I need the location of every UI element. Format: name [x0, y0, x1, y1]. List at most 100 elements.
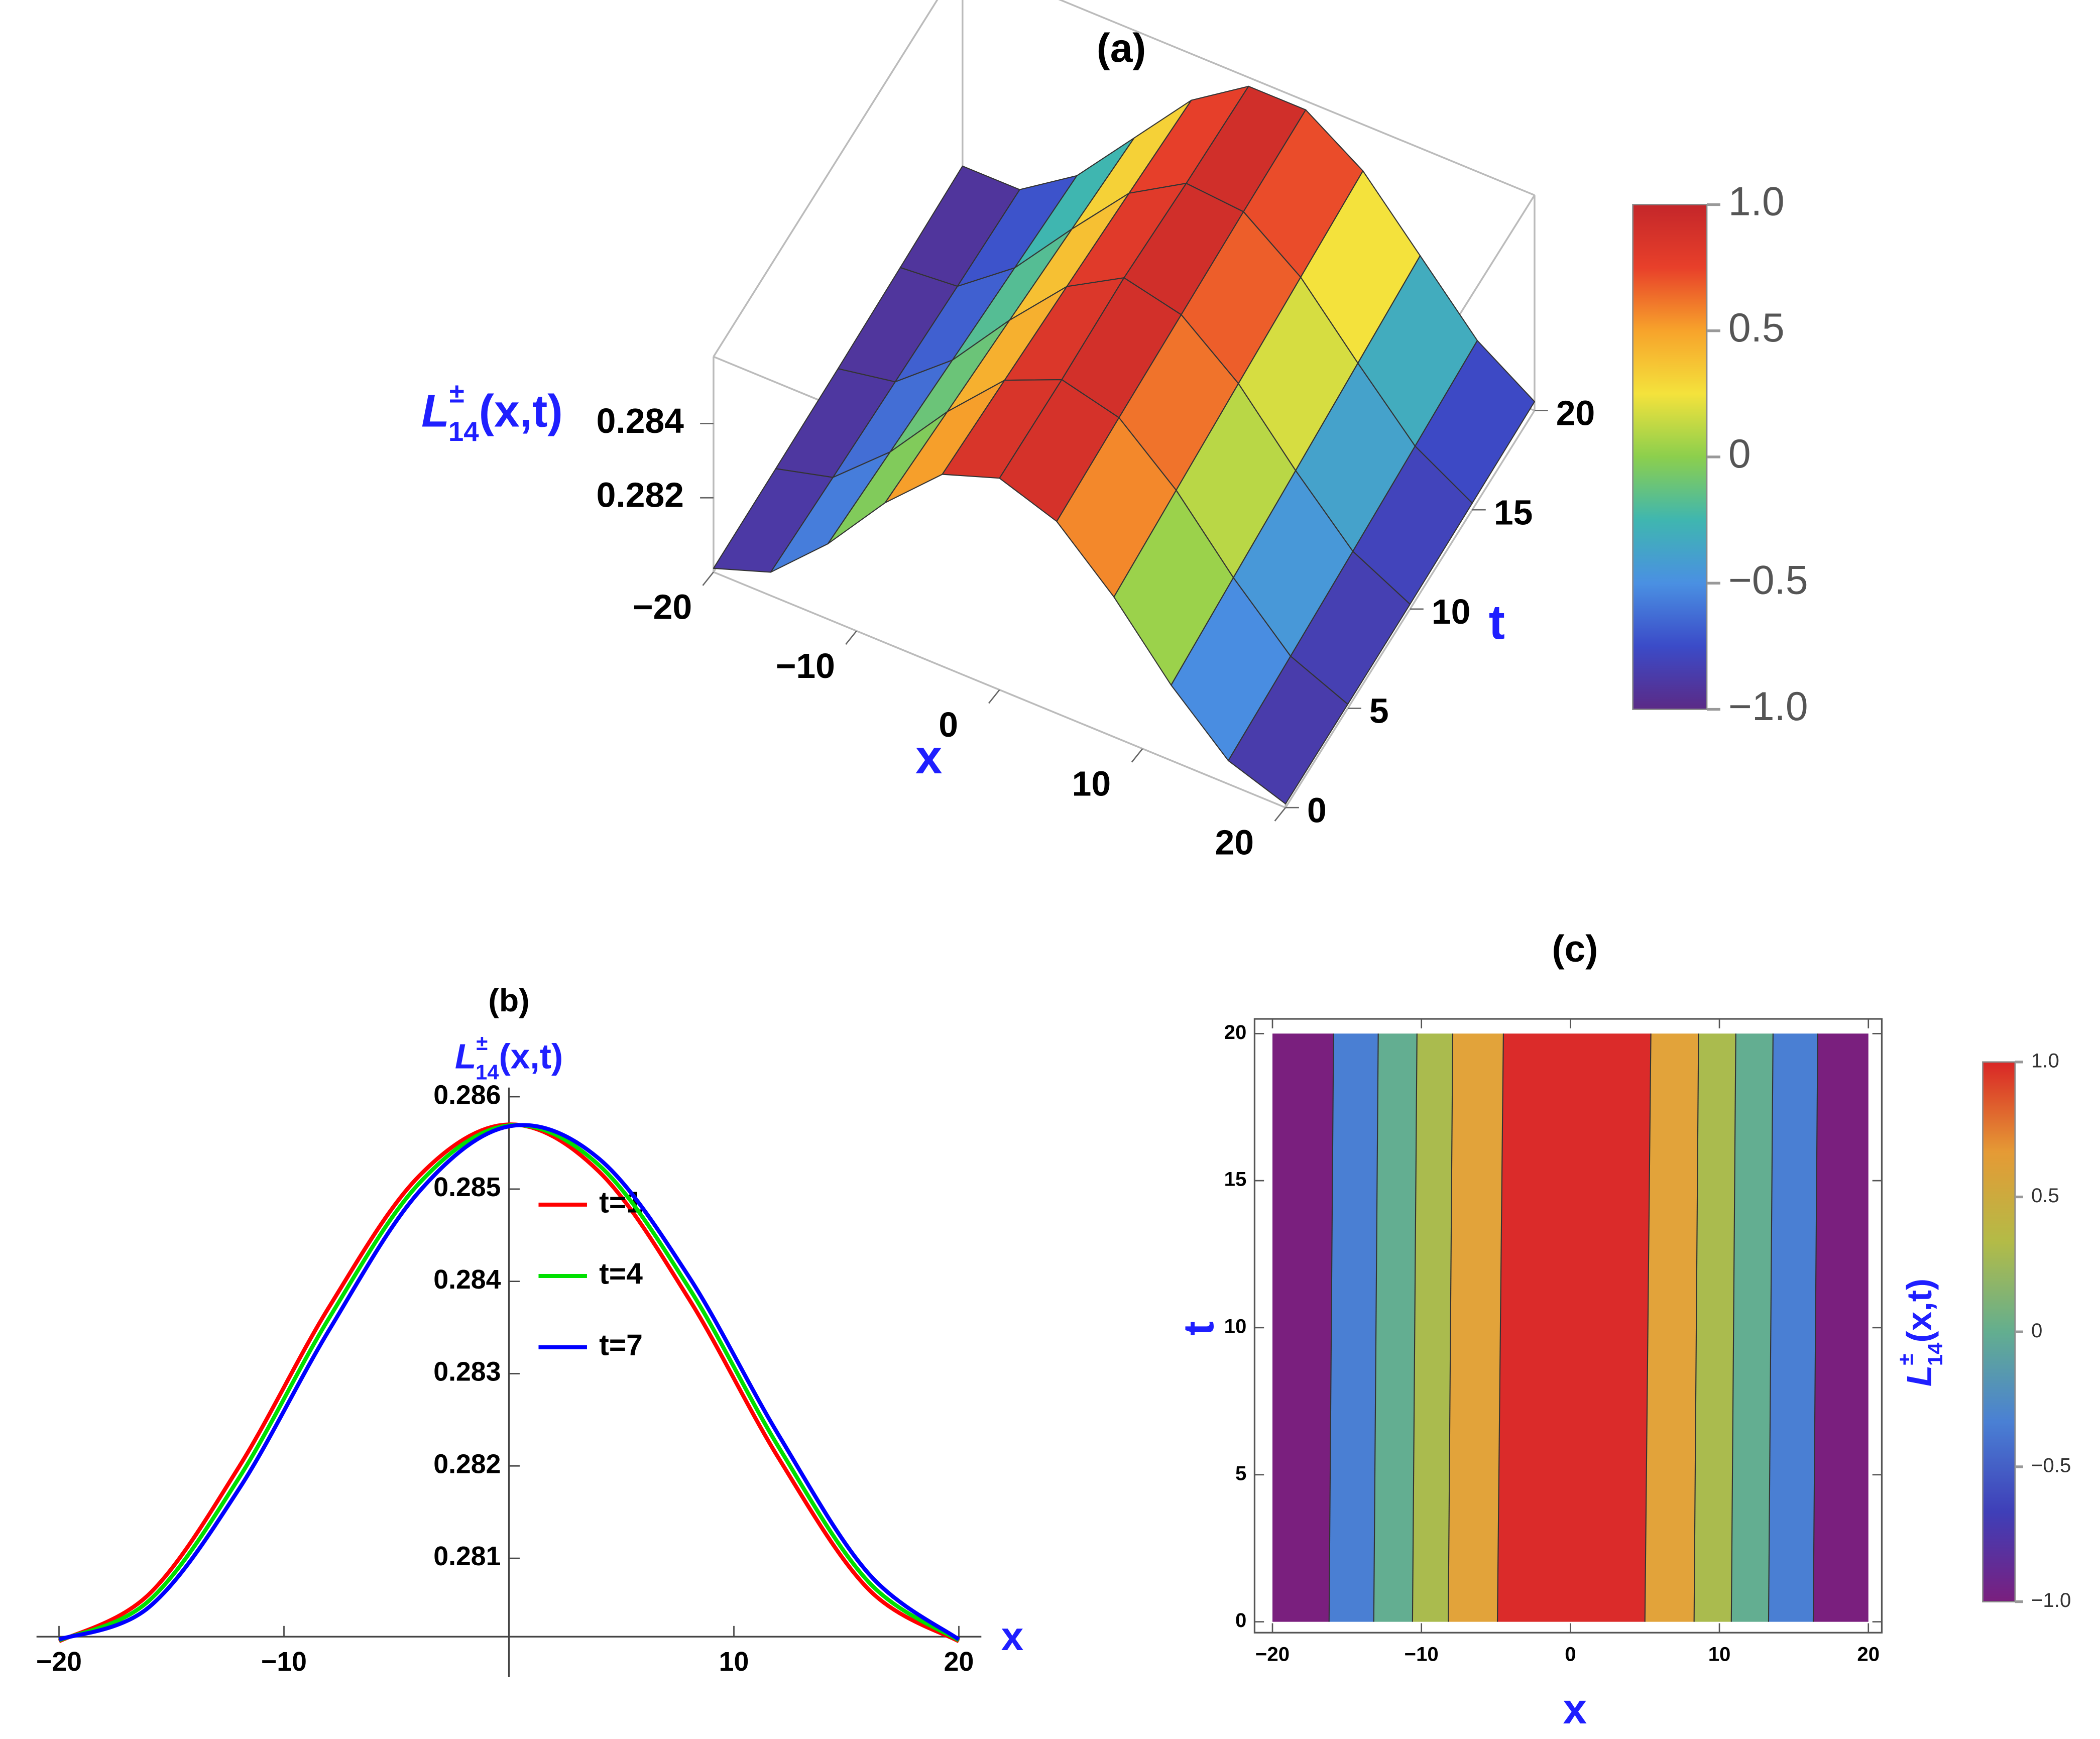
contour-line: [1328, 1033, 1334, 1622]
y-tick-label: 0.281: [433, 1541, 501, 1571]
chart-title: (b): [488, 982, 529, 1018]
contour-band: [1272, 1033, 1334, 1622]
label-base: L: [1900, 1365, 1939, 1387]
x-tick: [1131, 748, 1143, 763]
z-tick-label: 0.282: [597, 476, 684, 515]
y-tick-label: 20: [1224, 1021, 1247, 1044]
y-tick-label: 0.286: [433, 1080, 501, 1110]
y-tick-label: 5: [1369, 691, 1389, 731]
y-tick-label: 0: [1235, 1609, 1246, 1632]
contour-line: [1768, 1033, 1774, 1622]
x-tick-label: −20: [633, 588, 692, 627]
y-tick-label: 10: [1224, 1315, 1247, 1338]
contour-band: [1412, 1033, 1453, 1622]
colorbar-tick-label: 0: [1728, 431, 1751, 477]
colorbar-tick-label: 0.5: [2031, 1184, 2059, 1207]
contour-band: [1768, 1033, 1818, 1622]
label-sup: ±: [449, 378, 464, 409]
contour-band: [1373, 1033, 1417, 1622]
contour-line: [1812, 1033, 1818, 1622]
label-sub: 14: [1923, 1342, 1947, 1366]
line-series: [58, 1123, 960, 1642]
x-tick-label: 10: [1708, 1643, 1731, 1665]
y-tick-label: 0.283: [433, 1357, 501, 1387]
x-tick-label: 10: [1072, 764, 1111, 803]
colorbar-tick-label: 0.5: [1728, 305, 1785, 351]
y-tick-label: 0: [1307, 790, 1327, 830]
chart-title: (c): [1552, 928, 1598, 970]
label-sup: ±: [476, 1031, 488, 1055]
x-axis-label: x: [1001, 1614, 1024, 1659]
colorbar-tick-label: −1.0: [1728, 684, 1808, 729]
contour-line: [1693, 1033, 1699, 1622]
x-tick: [845, 630, 857, 645]
contour-band: [1694, 1033, 1736, 1622]
contour-band: [1731, 1033, 1773, 1622]
contour-line: [1373, 1033, 1379, 1622]
colorbar-tick-label: 1.0: [1728, 179, 1785, 224]
legend-label: t=4: [599, 1258, 643, 1291]
x-tick: [1274, 807, 1287, 822]
colorbar-tick-label: −1.0: [2031, 1589, 2071, 1611]
x-tick-label: −10: [261, 1647, 307, 1677]
label-sub: 14: [476, 1061, 499, 1084]
axis-label: L± 14(x,t): [455, 1031, 563, 1084]
x-tick-label: 20: [1215, 823, 1254, 862]
contour-band: [1813, 1033, 1869, 1622]
contour-line: [1412, 1033, 1418, 1622]
label-sub: 14: [448, 416, 479, 447]
contour-band: [1448, 1033, 1503, 1622]
x-tick-label: −20: [1255, 1643, 1290, 1665]
colorbar: [1982, 1061, 2016, 1602]
x-axis-label: x: [1563, 1685, 1587, 1733]
contour-line: [1496, 1033, 1504, 1622]
contour-line: [1730, 1033, 1736, 1622]
colorbar: [1632, 204, 1708, 710]
contour-band: [1497, 1033, 1651, 1622]
y-tick-label: 15: [1494, 493, 1533, 532]
label-base: L: [455, 1037, 477, 1076]
colorbar-tick-label: −0.5: [2031, 1454, 2071, 1477]
label-sup: ±: [1894, 1354, 1918, 1365]
y-tick-label: 0.285: [433, 1172, 501, 1202]
x-tick-label: 0: [939, 705, 958, 744]
x-tick-label: 0: [1565, 1643, 1576, 1665]
colorbar-tick-label: 1.0: [2031, 1049, 2059, 1072]
y-axis-label: t: [1489, 596, 1505, 649]
contour-line: [1448, 1033, 1454, 1622]
y-tick-label: 5: [1235, 1462, 1246, 1484]
contour-line: [1644, 1033, 1652, 1622]
colorbar-tick-label: −0.5: [1728, 557, 1808, 603]
legend-label: t=7: [599, 1329, 643, 1362]
y-tick-label: 15: [1224, 1168, 1247, 1191]
y-tick-label: 20: [1556, 394, 1595, 433]
y-axis-label: t: [1175, 1321, 1223, 1336]
y-tick-label: 0.284: [433, 1264, 501, 1295]
y-tick-label: 10: [1432, 592, 1471, 631]
contour-band: [1645, 1033, 1699, 1622]
x-tick-label: 20: [1857, 1643, 1880, 1665]
surface-patch: [1228, 655, 1349, 804]
x-tick-label: −10: [776, 646, 835, 685]
label-args: (x,t): [479, 386, 563, 437]
contour-band: [1329, 1033, 1378, 1622]
x-tick-label: −10: [1405, 1643, 1439, 1665]
x-tick: [988, 689, 1000, 704]
x-axis-label: x: [915, 730, 943, 784]
axis-label: L± 14(x,t): [1894, 1279, 1947, 1386]
legend-label: t=1: [599, 1186, 643, 1219]
plot-frame: [1253, 1018, 1883, 1634]
x-tick-label: −20: [36, 1647, 82, 1677]
x-tick-label: 20: [944, 1647, 974, 1677]
colorbar-tick-label: 0: [2031, 1319, 2042, 1342]
axis-label: L± 14(x,t): [421, 378, 563, 447]
label-args: (x,t): [499, 1037, 563, 1076]
chart-title: (a): [1097, 26, 1146, 71]
z-tick-label: 0.284: [597, 401, 684, 440]
box-edge: [1058, 0, 1535, 196]
box-edge: [713, 0, 939, 358]
x-tick: [702, 571, 714, 586]
y-tick-label: 0.282: [433, 1449, 501, 1479]
